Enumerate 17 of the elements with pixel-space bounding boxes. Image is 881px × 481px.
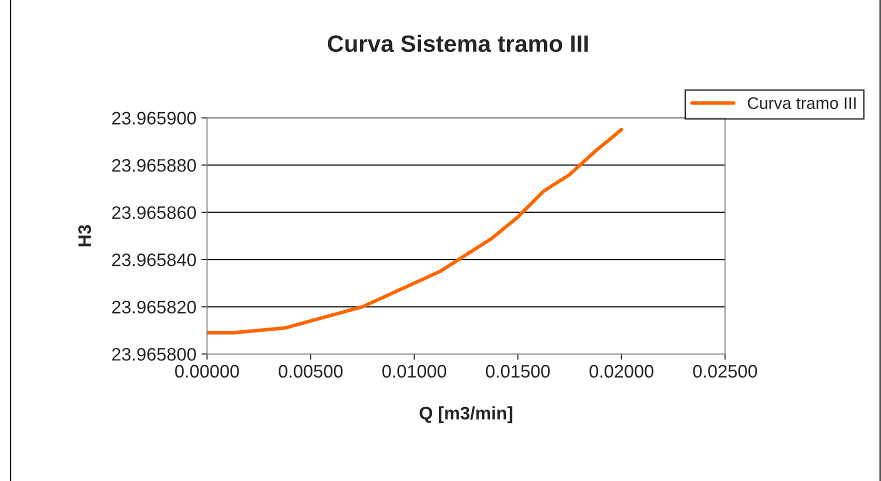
y-tick-label: 23.965900 — [112, 112, 196, 125]
x-tick-label: 0.01000 — [382, 364, 446, 378]
y-tick-label: 23.965880 — [112, 159, 196, 172]
x-axis-title: Q [m3/min] — [420, 406, 512, 424]
y-tick-label: 23.965800 — [112, 348, 196, 361]
line-series — [207, 128, 624, 334]
x-tick-label: 0.02500 — [693, 364, 757, 378]
x-tick-label: 0.01500 — [486, 364, 550, 378]
x-tick-label: 0.00500 — [278, 364, 343, 378]
y-tick-label: 23.965820 — [112, 300, 196, 314]
y-axis-title: H3 — [78, 225, 92, 246]
x-tick-label: 0.00000 — [175, 364, 239, 378]
y-tick-label: 23.965840 — [112, 253, 196, 266]
chart-title: Curva Sistema tramo III — [328, 34, 588, 52]
legend-label: Curva tramo III — [748, 97, 856, 110]
y-tick-label: 23.965860 — [112, 206, 196, 220]
x-tick-label: 0.02000 — [590, 364, 654, 378]
